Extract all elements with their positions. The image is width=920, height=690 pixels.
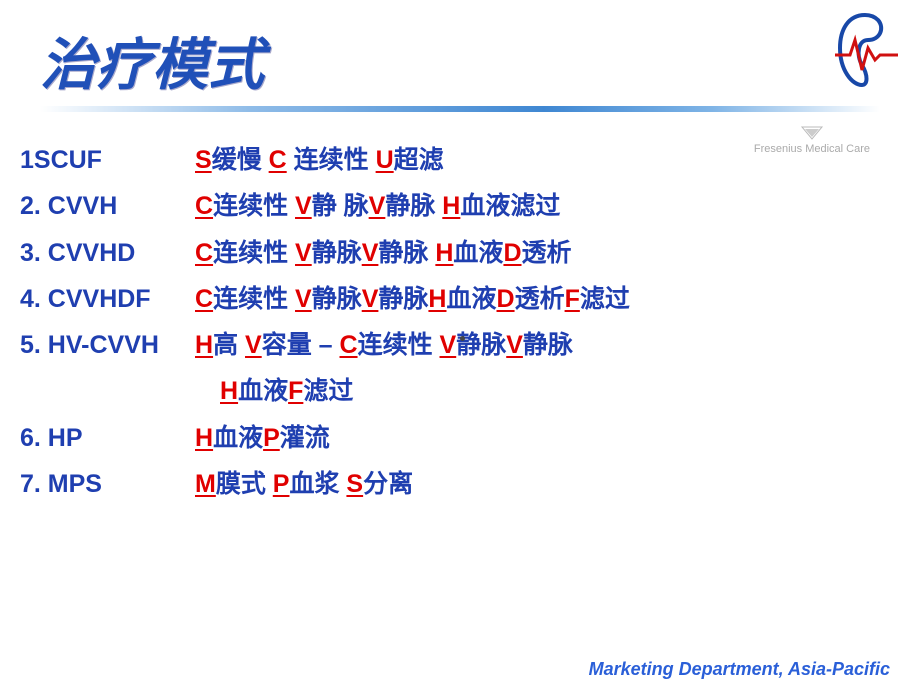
definitions-list: 1SCUFS缓慢 C 连续性 U超滤2. CVVHC连续性 V静 脉V静脉 H血… bbox=[0, 112, 920, 507]
term-text: 滤过 bbox=[580, 285, 630, 313]
term-text: 连续性 bbox=[213, 285, 295, 313]
term-text: 血液 bbox=[213, 424, 263, 452]
term-text: 静脉 bbox=[456, 331, 506, 359]
term-text: 血液滤过 bbox=[460, 192, 560, 220]
key-letter: D bbox=[503, 239, 521, 267]
term-text: 血液 bbox=[446, 285, 496, 313]
key-letter: S bbox=[195, 146, 212, 174]
key-letter: C bbox=[340, 331, 358, 359]
term-text: 容量 – bbox=[262, 331, 340, 359]
abbr-label: 4. CVVHDF bbox=[20, 276, 195, 322]
key-letter: V bbox=[295, 192, 312, 220]
list-item: 5. HV-CVVHH高 V容量 – C连续性 V静脉V静脉 bbox=[20, 322, 880, 368]
key-letter: C bbox=[269, 146, 287, 174]
term-text: 分离 bbox=[363, 470, 413, 498]
list-item: 7. MPSM膜式 P血浆 S分离 bbox=[20, 461, 880, 507]
term-text: 静脉 bbox=[523, 331, 573, 359]
key-letter: V bbox=[440, 331, 457, 359]
key-letter: U bbox=[376, 146, 394, 174]
term-text: 血浆 bbox=[289, 470, 346, 498]
term-text: 静脉 bbox=[385, 192, 442, 220]
abbr-label: 1SCUF bbox=[20, 137, 195, 183]
key-letter: H bbox=[195, 331, 213, 359]
term-text: 灌流 bbox=[280, 424, 330, 452]
term-text: 透析 bbox=[522, 239, 572, 267]
page-title: 治疗模式 bbox=[40, 20, 264, 101]
term-text: 连续性 bbox=[287, 146, 376, 174]
key-letter: M bbox=[195, 470, 216, 498]
list-item: 1SCUFS缓慢 C 连续性 U超滤 bbox=[20, 137, 880, 183]
key-letter: C bbox=[195, 239, 213, 267]
term-text: 静脉 bbox=[312, 285, 362, 313]
term-text: 滤过 bbox=[303, 377, 353, 405]
key-letter: V bbox=[362, 239, 379, 267]
list-item-continuation: H血液F滤过 bbox=[220, 368, 880, 414]
term-text: 透析 bbox=[515, 285, 565, 313]
term-text: 血液 bbox=[238, 377, 288, 405]
key-letter: H bbox=[442, 192, 460, 220]
footer-text: Marketing Department, Asia-Pacific bbox=[589, 659, 890, 680]
abbr-label: 3. CVVHD bbox=[20, 230, 195, 276]
term-text: 高 bbox=[213, 331, 245, 359]
abbr-label: 5. HV-CVVH bbox=[20, 322, 195, 368]
key-letter: S bbox=[346, 470, 363, 498]
list-item: 2. CVVHC连续性 V静 脉V静脉 H血液滤过 bbox=[20, 183, 880, 229]
term-text: 膜式 bbox=[216, 470, 273, 498]
key-letter: V bbox=[295, 285, 312, 313]
list-item: 6. HPH血液P灌流 bbox=[20, 415, 880, 461]
key-letter: C bbox=[195, 192, 213, 220]
brand-sub-icon: Fresenius Medical Care bbox=[754, 125, 870, 155]
center-dot bbox=[460, 336, 465, 341]
key-letter: V bbox=[295, 239, 312, 267]
key-letter: V bbox=[362, 285, 379, 313]
abbr-label: 2. CVVH bbox=[20, 183, 195, 229]
key-letter: F bbox=[565, 285, 580, 313]
term-text: 缓慢 bbox=[212, 146, 269, 174]
key-letter: D bbox=[497, 285, 515, 313]
term-text: 连续性 bbox=[213, 239, 295, 267]
key-letter: F bbox=[288, 377, 303, 405]
list-item: 4. CVVHDFC连续性 V静脉V静脉H血液D透析F滤过 bbox=[20, 276, 880, 322]
key-letter: P bbox=[273, 470, 290, 498]
term-text: 静脉 bbox=[378, 285, 428, 313]
term-text: 连续性 bbox=[213, 192, 295, 220]
key-letter: H bbox=[220, 377, 238, 405]
key-letter: H bbox=[195, 424, 213, 452]
term-text: 连续性 bbox=[358, 331, 440, 359]
key-letter: C bbox=[195, 285, 213, 313]
key-letter: P bbox=[263, 424, 280, 452]
term-text: 静脉 bbox=[312, 239, 362, 267]
term-text: 血液 bbox=[453, 239, 503, 267]
abbr-label: 7. MPS bbox=[20, 461, 195, 507]
kidney-logo-icon bbox=[830, 10, 900, 95]
list-item: 3. CVVHDC连续性 V静脉V静脉 H血液D透析 bbox=[20, 230, 880, 276]
key-letter: V bbox=[369, 192, 386, 220]
term-text: 超滤 bbox=[394, 146, 444, 174]
term-text: 静 脉 bbox=[312, 192, 369, 220]
key-letter: V bbox=[506, 331, 523, 359]
term-text: 静脉 bbox=[378, 239, 435, 267]
key-letter: H bbox=[435, 239, 453, 267]
key-letter: V bbox=[245, 331, 262, 359]
abbr-label: 6. HP bbox=[20, 415, 195, 461]
key-letter: H bbox=[428, 285, 446, 313]
